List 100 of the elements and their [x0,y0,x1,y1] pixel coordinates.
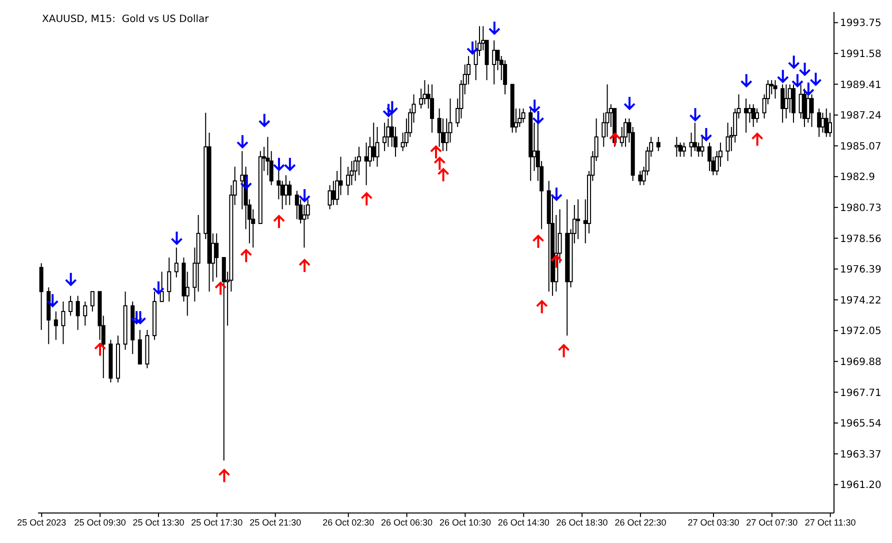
y-tick-label: 1972.05 [840,326,882,338]
point [130,310,143,324]
point [134,310,146,324]
point [751,132,764,147]
point [240,175,252,190]
point [788,54,800,69]
y-tick-label: 1969.88 [840,356,882,368]
point [152,280,164,294]
candlestick [214,232,219,278]
point [218,469,230,484]
candlestick [83,301,88,326]
x-tick-label: 26 Oct 18:30 [556,517,608,528]
y-tick-label: 1980.73 [840,202,882,214]
candlestick [61,301,66,345]
point [810,72,822,86]
candlestick [780,84,785,124]
y-tick-label: 1965.54 [840,418,882,430]
candlestick [386,118,390,148]
candlestick [503,60,508,95]
point [791,73,804,88]
candlestick [748,104,752,124]
candlestick [682,142,686,158]
point [466,40,479,54]
point [776,68,789,83]
point [624,96,636,110]
candlestick [422,80,427,105]
x-tick-label: 26 Oct 10:30 [439,517,491,528]
y-tick-label: 1967.71 [840,388,882,399]
candlestick [700,136,704,158]
y-tick-label: 1987.24 [840,110,882,122]
x-tick-label: 25 Oct 17:30 [191,517,243,528]
y-tick-label: 1961.20 [840,480,882,492]
point [46,293,59,308]
candlestick [174,247,178,278]
candlestick [576,198,580,240]
y-tick-label: 1978.56 [840,234,882,245]
candlestick [167,257,172,302]
point [437,168,450,182]
point [298,259,311,274]
x-tick-label: 26 Oct 14:30 [498,517,550,528]
candlestick [726,122,730,162]
point [532,110,544,124]
x-tick-label: 27 Oct 03:30 [688,517,740,528]
candlestick [284,174,288,206]
candlestick [754,108,759,124]
chart-title: XAUUSD, M15: Gold vs US Dollar [42,14,209,25]
candlestick [492,40,496,85]
candlestick [820,112,825,134]
candlestick [624,118,628,148]
y-tick-label: 1982.9 [840,172,875,184]
candlestick [90,291,94,312]
x-tick-label: 27 Oct 07:30 [746,517,798,528]
point [94,342,106,357]
point [64,272,77,286]
x-tick-label: 25 Oct 09:30 [74,517,126,528]
x-tick-label: 25 Oct 2023 [17,517,66,528]
point [536,300,548,314]
candlestick [744,98,748,134]
point [689,107,702,122]
candlestick [437,108,442,148]
candlestick [54,310,58,340]
point [272,156,285,171]
candlestick [240,150,244,210]
y-tick-label: 1976.39 [840,264,882,276]
point [802,82,814,96]
candlestick [294,190,299,220]
candlestick [689,132,694,158]
point [258,112,270,127]
x-tick-label: 26 Oct 22:30 [614,517,666,528]
candlestick [382,122,387,152]
point [558,344,570,358]
y-tick-label: 1991.58 [840,48,882,60]
candlestick [430,84,434,134]
candlestick [521,108,526,124]
y-tick-label: 1989.41 [840,80,882,91]
candlestick [372,122,376,162]
y-tick-label: 1974.22 [840,295,882,306]
candlestick [784,84,788,119]
candlestick [773,80,778,100]
candlestick [338,156,343,196]
point [272,215,285,230]
x-tick-label: 25 Oct 21:30 [250,517,302,528]
x-tick-label: 25 Oct 13:30 [132,517,184,528]
point [430,146,442,160]
point [550,254,562,269]
candlestick [810,94,814,128]
y-tick-label: 1963.37 [840,449,882,460]
candlestick [708,142,712,172]
point [214,282,227,296]
candlestick [638,170,642,186]
point [170,230,183,245]
point [740,73,752,88]
point [550,186,562,201]
point [236,134,248,148]
point [528,98,541,113]
candlestick [288,180,292,206]
candlestick [674,136,679,158]
point [284,156,296,171]
candlestick [656,136,660,152]
point [700,127,712,142]
